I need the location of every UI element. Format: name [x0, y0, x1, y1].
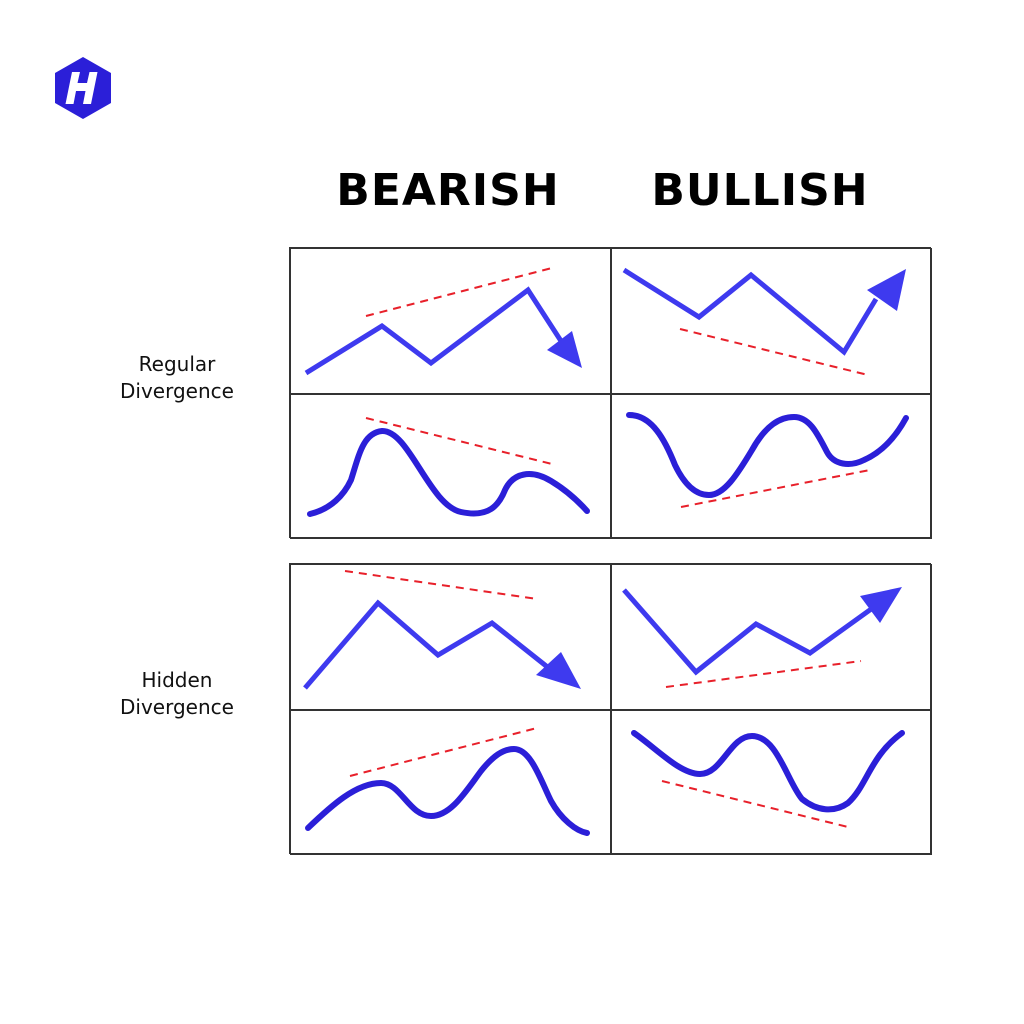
hidden-bullish-zigzag-diagram: [622, 587, 902, 688]
hidden-label-line2: Divergence: [120, 695, 234, 719]
price-curve: [626, 411, 909, 498]
hidden-bearish-curve-cell: [290, 709, 611, 855]
hidden-label-line1: Hidden: [141, 668, 213, 692]
regular-bullish-curve-diagram: [626, 411, 909, 508]
trendline: [365, 416, 553, 465]
hidden-bearish-curve-diagram: [305, 726, 590, 836]
trendline: [344, 570, 538, 600]
trendline: [679, 328, 869, 376]
hidden-divergence-label: Hidden Divergence: [92, 667, 262, 721]
hidden-bullish-curve-cell: [611, 709, 932, 855]
price-line: [304, 286, 564, 376]
arrow-down-icon: [547, 331, 582, 368]
hidden-bullish-zigzag-cell: [611, 564, 932, 710]
regular-bullish-curve-cell: [611, 393, 932, 539]
regular-bullish-zigzag-cell: [611, 248, 932, 394]
hidden-bullish-curve-diagram: [631, 729, 905, 829]
regular-bullish-zigzag-diagram: [622, 267, 906, 376]
regular-bearish-zigzag-cell: [290, 248, 611, 394]
trendline: [661, 779, 853, 829]
regular-divergence-label: Regular Divergence: [92, 351, 262, 405]
regular-label-line2: Divergence: [120, 379, 234, 403]
price-curve: [305, 745, 590, 836]
trendline: [680, 468, 871, 508]
trendline: [665, 660, 862, 688]
arrow-up-icon: [860, 587, 902, 623]
regular-label-line1: Regular: [138, 352, 216, 376]
price-line: [303, 599, 557, 690]
regular-bearish-zigzag-diagram: [304, 267, 582, 376]
price-line: [622, 588, 876, 676]
price-curve: [307, 427, 590, 517]
hidden-divergence-grid: [289, 563, 932, 855]
bullish-heading: BULLISH: [651, 165, 869, 216]
regular-divergence-grid: [289, 247, 932, 539]
brand-logo-icon: [55, 57, 111, 119]
hidden-bearish-zigzag-cell: [290, 564, 611, 710]
regular-bearish-curve-diagram: [307, 416, 590, 517]
bearish-heading: BEARISH: [336, 165, 560, 216]
trendline: [349, 726, 538, 777]
trendline: [365, 267, 553, 317]
price-curve: [631, 729, 905, 812]
arrow-down-icon: [536, 652, 581, 689]
price-line: [622, 267, 879, 356]
hidden-bearish-zigzag-diagram: [303, 570, 581, 690]
arrow-up-icon: [867, 269, 906, 311]
regular-bearish-curve-cell: [290, 393, 611, 539]
